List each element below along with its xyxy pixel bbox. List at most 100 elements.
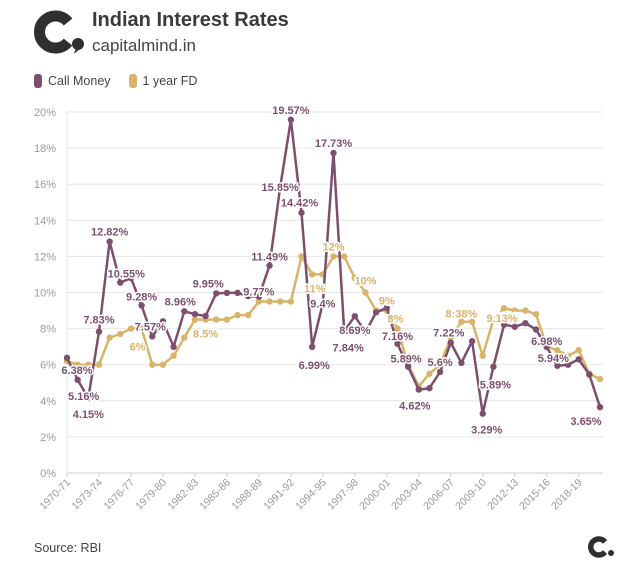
data-point-call-money — [149, 333, 156, 340]
data-label-halo: 15.85% — [262, 182, 300, 194]
data-label-halo: 5.6% — [428, 357, 453, 369]
data-point-fd — [117, 330, 124, 338]
x-tick-label: 2015-16 — [517, 477, 553, 513]
data-label-call-money: 8.22% — [486, 312, 517, 324]
series-line-call-money — [65, 118, 602, 415]
data-point-fd — [234, 311, 241, 319]
data-label-call-money: 12.82% — [91, 227, 129, 239]
data-point-call-money — [127, 274, 135, 282]
legend-item-call-money[interactable]: Call Money — [34, 74, 111, 88]
data-label-call-money: 11.49% — [251, 252, 288, 264]
data-point-fd — [362, 289, 369, 296]
data-point-call-money — [138, 302, 145, 309]
x-tick-label: 1994-95 — [293, 477, 329, 513]
data-label-halo: 3.29% — [471, 425, 502, 437]
data-point-fd — [351, 274, 359, 282]
data-point-call-money — [277, 183, 284, 191]
data-label-halo: 9.77% — [243, 287, 274, 299]
legend-swatch-call-money — [34, 74, 42, 88]
legend-label-call-money: Call Money — [48, 74, 111, 88]
legend-item-fd[interactable]: 1 year FD — [128, 74, 197, 88]
x-tick-label: 1970-71 — [37, 477, 73, 513]
data-point-fd — [138, 325, 145, 332]
data-label-halo: 5.94% — [538, 353, 569, 365]
data-point-fd — [596, 375, 604, 383]
capitalmind-logo — [34, 10, 84, 54]
data-label-call-money: 7.84% — [333, 342, 364, 354]
data-point-call-money — [479, 410, 486, 417]
data-label-halo: 12.82% — [91, 227, 129, 239]
data-label-halo: 8:38% — [446, 309, 478, 321]
data-label-halo: 5.89% — [480, 380, 511, 392]
data-label-halo: 4.62% — [399, 401, 430, 413]
y-tick-label: 12% — [34, 251, 56, 263]
data-label-call-money: 19.57% — [272, 105, 310, 117]
data-label-call-money: 7.83% — [83, 315, 114, 327]
data-point-call-money — [372, 309, 380, 316]
data-label-halo: 9.13% — [486, 313, 517, 325]
data-label-call-money: 15.85% — [262, 182, 300, 194]
y-tick-label: 4% — [40, 396, 56, 408]
capitalmind-corner-logo — [588, 536, 614, 558]
data-point-fd — [564, 352, 572, 359]
data-point-fd — [106, 334, 113, 341]
data-point-call-money — [234, 289, 241, 297]
x-tick-label: 1991-92 — [261, 477, 297, 513]
x-tick-label: 1985-86 — [197, 477, 233, 513]
data-point-call-money — [543, 343, 550, 351]
data-point-fd — [170, 352, 177, 359]
data-label-halo: 9.28% — [126, 291, 157, 303]
data-point-fd — [127, 325, 135, 332]
y-tick-label: 6% — [40, 360, 56, 372]
data-label-halo: 5.16% — [68, 391, 99, 403]
data-label-call-money: 7.22% — [433, 328, 464, 340]
data-label-fd: 11% — [304, 283, 326, 295]
data-point-call-money — [436, 368, 444, 376]
data-label-call-money: 4.15% — [73, 409, 104, 421]
legend-swatch-fd — [128, 74, 137, 88]
data-label-halo: 19.57% — [272, 105, 310, 117]
data-point-fd — [245, 311, 252, 319]
data-point-fd — [490, 316, 497, 323]
data-point-fd — [287, 298, 295, 305]
data-point-call-money — [351, 312, 359, 320]
data-point-call-money — [308, 343, 316, 351]
data-point-fd — [500, 305, 508, 312]
data-label-halo: 7.84% — [333, 342, 364, 354]
data-point-call-money — [170, 343, 177, 351]
source-note: Source: RBI — [34, 541, 102, 555]
data-point-fd — [266, 298, 273, 305]
data-point-fd — [532, 310, 540, 318]
data-point-fd — [149, 361, 156, 368]
data-label-call-money: 6.98% — [531, 336, 562, 348]
data-point-call-money — [490, 363, 497, 370]
data-point-call-money — [586, 371, 593, 378]
data-label-fd: 8:38% — [446, 309, 478, 321]
data-point-call-money — [383, 304, 390, 312]
data-point-fd — [181, 334, 188, 341]
data-point-fd — [340, 253, 348, 260]
data-point-call-money — [202, 312, 209, 320]
data-point-fd — [394, 325, 401, 332]
x-tick-label: 1979-80 — [133, 477, 169, 513]
data-point-fd — [479, 352, 486, 359]
y-tick-label: 20% — [34, 107, 56, 119]
y-tick-label: 14% — [34, 215, 56, 227]
data-label-halo: 14.42% — [281, 198, 319, 210]
data-label-halo: 9.4% — [310, 298, 335, 310]
data-label-call-money: 5.16% — [68, 391, 99, 403]
data-label-call-money: 14.42% — [281, 198, 319, 210]
data-point-call-money — [63, 354, 71, 362]
data-point-call-money — [554, 362, 561, 369]
data-point-call-money — [319, 300, 327, 307]
data-label-halo: 5.89% — [391, 354, 422, 366]
data-label-call-money: 17.73% — [315, 138, 353, 150]
x-tick-label: 2012-13 — [485, 477, 521, 513]
x-tick-label: 1973-74 — [69, 477, 105, 513]
data-label-halo: 7.16% — [382, 331, 413, 343]
data-point-call-money — [468, 338, 476, 345]
data-label-call-money: 10.55% — [108, 269, 146, 281]
data-point-fd — [330, 253, 337, 260]
data-point-fd — [426, 370, 433, 377]
data-label-call-money: 5.94% — [538, 353, 569, 365]
